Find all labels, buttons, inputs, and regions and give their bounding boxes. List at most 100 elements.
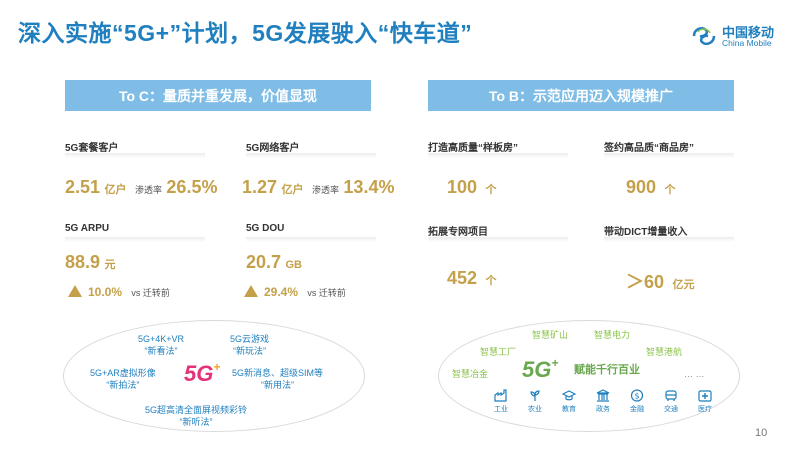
divider [65,153,205,158]
divider [428,153,568,158]
divider [428,237,568,242]
metric-unit: 亿户 [104,184,127,196]
metric-value: 452 [447,268,478,288]
scenario-title: 5G超高清全面屏视频彩铃 [145,405,248,415]
to-c-scenarios-oval [63,320,365,432]
scenario-title: 5G+AR虚拟形像 [90,368,156,378]
delta-note: vs 迁转前 [307,288,346,298]
scenario-tag: “新看法” [144,346,178,356]
metric-value: 100 [447,177,478,197]
plus-icon: + [213,360,221,374]
metric-value: 1.27 [242,177,278,197]
metric-5g-package: 2.51 亿户 渗透率 26.5% [65,177,217,198]
rate-label: 渗透率 [311,185,339,195]
metric-label-dict-revenue: 带动DICT增量收入 [604,227,688,238]
metric-label-commercial-rooms: 签约高品质“商品房” [604,143,694,154]
delta-note: vs 迁转前 [131,288,170,298]
icon-label: 交通 [664,406,678,413]
to-b-banner: To B：示范应用迈入规模推广 [428,80,734,111]
metric-5g-dou: 20.7 GB [246,252,302,273]
metric-unit: 个 [485,275,497,287]
education-icon: 教育 [556,389,582,414]
logo-text-cn: 中国移动 [722,25,775,40]
logo-text-en: China Mobile [722,38,772,48]
metric-label-5g-dou: 5G DOU [246,223,285,234]
china-mobile-logo: 中国移动 China Mobile [690,20,790,54]
5g-logo-text: 5G [522,357,552,382]
metric-5g-arpu: 88.9 元 [65,252,116,273]
metric-unit: 元 [104,259,116,271]
metric-label-5g-network: 5G网络客户 [246,143,300,154]
divider [604,237,734,242]
china-mobile-logo-icon [692,27,716,45]
metric-private-network: 452 个 [447,268,497,289]
5g-plus-logo: 5G+ [184,360,220,387]
industry-power: 智慧电力 [594,330,631,340]
5g-logo-text: 5G [184,361,214,386]
metric-unit: GB [285,259,303,271]
metric-unit: 亿户 [281,184,304,196]
metric-5g-network: 1.27 亿户 渗透率 13.4% [242,177,394,198]
icon-label: 金融 [630,406,644,413]
icon-label: 政务 [596,406,610,413]
plus-icon: + [551,356,559,370]
rate-value: 13.4% [343,177,395,197]
empower-industries-text: 赋能千行百业 [574,364,640,376]
industry-more: … … [684,369,705,379]
metric-unit: 个 [664,184,676,196]
scenario-new-message: 5G新消息、超级SIM等 “新用法” [232,367,323,391]
divider [604,153,734,158]
icon-label: 教育 [562,406,576,413]
divider [246,153,376,158]
industry-port: 智慧港航 [646,347,683,357]
industry-metallurgy: 智慧冶金 [452,369,489,379]
scenario-4k-vr: 5G+4K+VR “新看法” [138,333,184,357]
metric-arpu-delta: 10.0% vs 迁转前 [68,285,170,299]
scenario-ar-avatar: 5G+AR虚拟形像 “新拍法” [90,367,156,391]
metric-label-5g-package: 5G套餐客户 [65,143,119,154]
industry-icons-row: 工业 农业 教育 政务 $ 金融 交通 医疗 [488,389,726,414]
metric-value: 2.51 [65,177,101,197]
metric-value: 900 [626,177,657,197]
up-triangle-icon [244,285,258,297]
icon-label: 医疗 [698,406,712,413]
metric-unit: 亿元 [672,279,695,291]
scenario-tag: “新听法” [179,417,213,427]
delta-value: 10.0% [88,285,123,299]
up-triangle-icon [68,285,82,297]
factory-icon: 工业 [488,389,514,414]
metric-dict-revenue: ＞60 亿元 [626,268,694,294]
scenario-title: 5G+4K+VR [138,334,185,344]
metric-value: ＞60 [626,272,665,292]
rate-label: 渗透率 [134,185,162,195]
medical-icon: 医疗 [692,389,718,414]
rate-value: 26.5% [166,177,218,197]
scenario-tag: “新拍法” [106,380,140,390]
page-number: 10 [755,427,768,439]
metric-label-private-network: 拓展专网项目 [428,227,488,238]
agriculture-icon: 农业 [522,389,548,414]
metric-label-model-rooms: 打造高质量“样板房” [428,143,518,154]
metric-label-5g-arpu: 5G ARPU [65,223,110,234]
scenario-cloud-game: 5G云游戏 “新玩法” [230,333,269,357]
to-c-banner: To C：量质并重发展，价值显现 [65,80,371,111]
5g-plus-logo-green: 5G+ [522,356,558,383]
metric-dou-delta: 29.4% vs 迁转前 [244,285,346,299]
scenario-tag: “新用法” [261,380,294,390]
scenario-title: 5G云游戏 [230,334,270,344]
finance-icon: $ 金融 [624,389,650,414]
metric-commercial-rooms: 900 个 [626,177,676,198]
transport-icon: 交通 [658,389,684,414]
scenario-video-ringtone: 5G超高清全面屏视频彩铃 “新听法” [145,404,247,428]
divider [65,237,205,242]
divider [246,237,376,242]
government-icon: 政务 [590,389,616,414]
svg-text:$: $ [634,392,639,401]
metric-unit: 个 [485,184,497,196]
industry-mining: 智慧矿山 [532,330,569,340]
metric-value: 88.9 [65,252,101,272]
metric-value: 20.7 [246,252,282,272]
metric-model-rooms: 100 个 [447,177,497,198]
scenario-tag: “新玩法” [233,346,266,356]
page-title: 深入实施“5G+”计划，5G发展驶入“快车道” [18,20,473,46]
